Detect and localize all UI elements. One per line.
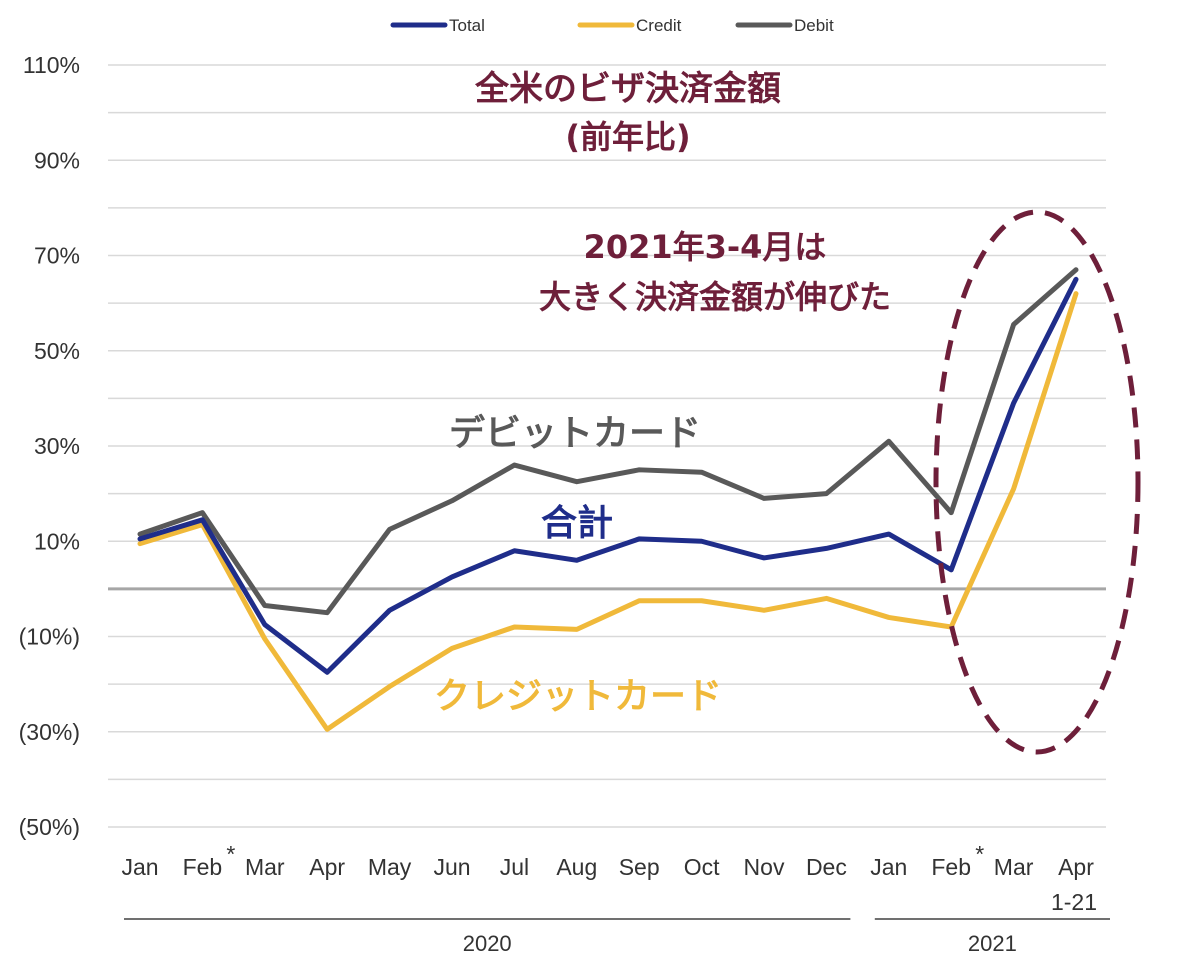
x-tick-label: Mar [245,854,285,880]
y-tick-label: 70% [34,243,80,269]
y-tick-label: 10% [34,528,80,554]
x-tick-label: Jan [121,854,158,880]
y-axis-ticks: 110% 90% 70% 50% 30% 10% (10%) (30%) (50%) [19,52,80,840]
year-groups: 2020 2021 [124,918,1110,956]
x-tick-label: Feb [931,854,971,880]
y-tick-label: 110% [23,52,80,78]
highlight-ellipse [933,209,1141,755]
series-label-total: 合計 [541,503,613,544]
series-label-debit: デビットカード [449,412,701,454]
x-tick-footnote-mark: * [226,841,235,867]
x-tick-label: Aug [556,854,597,880]
x-tick-footnote-mark: * [975,841,984,867]
legend: Total Credit Debit [390,16,834,35]
legend-label-total: Total [449,16,485,35]
x-tick-label: Nov [744,854,785,880]
chart-subtitle: (前年比) [565,118,690,156]
y-tick-label: 30% [34,433,80,459]
series-line-total [137,276,1079,675]
x-tick-label: Mar [994,854,1034,880]
series-line-credit [137,291,1079,732]
x-tick-sublabel: 1-21 [1051,889,1097,915]
legend-label-credit: Credit [636,16,682,35]
y-tick-label: (30%) [19,719,80,745]
x-tick-label: Feb [183,854,223,880]
year-group-label: 2021 [968,931,1017,956]
legend-label-debit: Debit [794,16,834,35]
y-tick-label: (50%) [19,814,80,840]
series-label-credit: クレジットカード [434,676,722,717]
series-lines [137,267,1079,732]
x-tick-label: Apr [1058,854,1094,880]
x-tick-label: Oct [684,854,720,880]
chart-title: 全米のビザ決済金額 [474,69,781,109]
series-line-debit [137,267,1079,616]
x-tick-label: Jun [433,854,470,880]
y-tick-label: 90% [34,147,80,173]
x-tick-label: May [368,854,412,880]
annotation-line-1: 2021年3-4月は [584,228,827,266]
x-tick-label: Sep [619,854,660,880]
y-tick-label: (10%) [19,624,80,650]
x-axis-ticks: Jan Feb * Mar Apr May Jun Jul Aug Sep Oct Nov Dec Jan… [121,841,1097,915]
gridlines [108,64,1106,828]
x-tick-label: Jul [500,854,529,880]
x-tick-label: Jan [870,854,907,880]
annotation-line-2: 大きく決済金額が伸びた [539,278,891,316]
year-group-label: 2020 [463,931,512,956]
x-tick-label: Dec [806,854,847,880]
x-tick-label: Apr [309,854,345,880]
y-tick-label: 50% [34,338,80,364]
